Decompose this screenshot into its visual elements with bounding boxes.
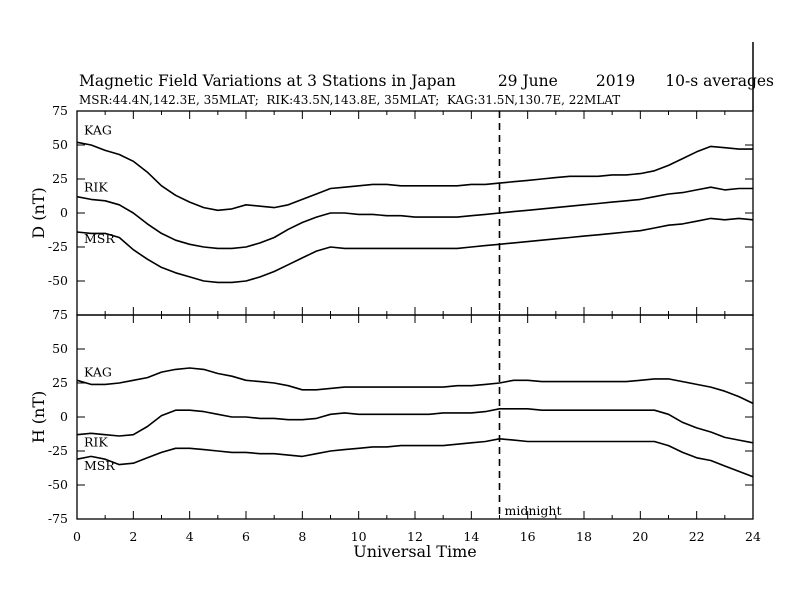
x-tick-label: 12 [407,529,423,544]
x-tick-label: 20 [632,529,648,544]
x-tick-label: 24 [745,529,761,544]
panel-frame-1 [76,314,754,520]
series-line-rik [76,186,753,250]
station-info: MSR:44.4N,142.3E, 35MLAT; RIK:43.5N,143.… [79,93,621,107]
series-label-rik: RIK [84,180,108,195]
x-tick-label: 14 [463,529,479,544]
series-line-kag [76,367,754,405]
y-tick-label: 0 [60,409,68,424]
series-label-msr: MSR [84,231,115,246]
y-tick-label: -25 [48,443,68,458]
x-tick-label: 10 [351,529,367,544]
y-axis-title: H (nT) [29,391,48,444]
y-tick-label: -50 [48,273,68,288]
y-tick-label: 50 [52,341,68,356]
series-line-msr [76,217,754,284]
x-axis-title: Universal Time [353,542,476,561]
chart-title: Magnetic Field Variations at 3 Stations … [79,72,774,90]
panel-frame-0 [76,110,754,316]
y-tick-label: -50 [48,477,68,492]
series-line-rik [76,408,754,444]
x-tick-label: 22 [689,529,705,544]
midnight-label: midnight [505,503,562,518]
y-tick-label: 50 [52,137,68,152]
y-tick-label: -75 [48,511,68,526]
series-label-kag: KAG [84,122,112,137]
y-tick-label: 75 [52,103,68,118]
x-tick-label: 2 [129,529,137,544]
series-label-msr: MSR [84,458,115,473]
title-main: Magnetic Field Variations at 3 Stations … [79,72,456,90]
x-tick-label: 0 [73,529,81,544]
series-line-kag [76,141,753,212]
y-axis-title: D (nT) [29,187,48,238]
y-tick-label: 0 [60,205,68,220]
series-label-kag: KAG [84,364,112,379]
y-tick-label: 25 [52,171,68,186]
x-tick-label: 4 [186,529,194,544]
y-tick-label: 25 [52,375,68,390]
y-tick-label: 75 [52,307,68,322]
x-tick-label: 18 [576,529,592,544]
x-tick-label: 8 [298,529,306,544]
x-tick-label: 16 [520,529,536,544]
y-tick-label: -25 [48,239,68,254]
title-averaging: 10-s averages [665,72,774,90]
title-year: 2019 [595,72,636,90]
series-label-rik: RIK [84,435,108,450]
x-tick-label: 6 [242,529,250,544]
title-date: 29 June [497,72,558,90]
series-line-msr [76,438,754,478]
